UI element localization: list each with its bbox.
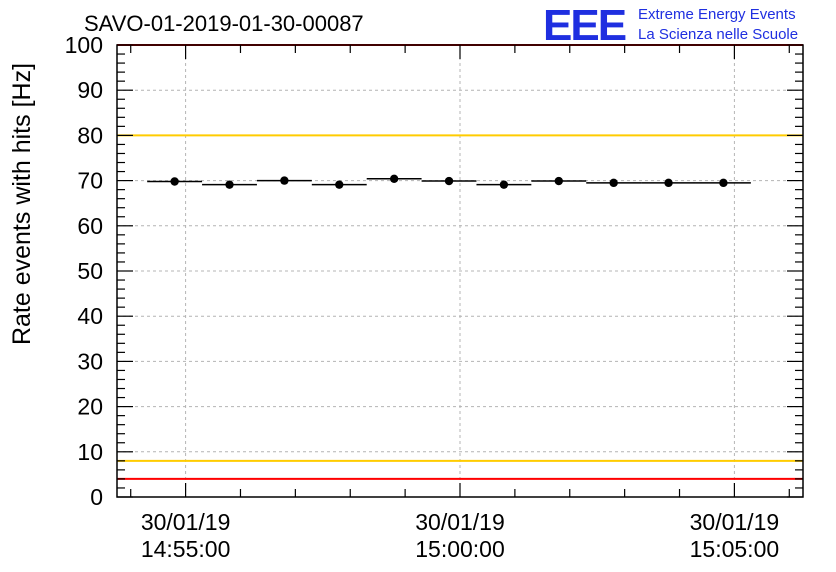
y-tick-label-50: 50 [77, 258, 103, 284]
data-point-10 [719, 178, 728, 188]
data-point-2 [280, 176, 289, 185]
data-point-4 [389, 174, 399, 183]
x-tick-date-10: 30/01/19 [690, 509, 780, 535]
y-tick-label-80: 80 [77, 122, 103, 148]
y-axis: 0 10 20 30 40 50 60 70 80 90 100 [65, 32, 803, 510]
y-tick-label-100: 100 [65, 32, 103, 58]
x-tick-date-5: 30/01/19 [415, 509, 505, 535]
y-tick-label-90: 90 [77, 77, 103, 103]
data-point-9 [664, 178, 673, 188]
data-point-0 [170, 177, 179, 186]
grid [117, 45, 803, 497]
data-point-3 [335, 180, 344, 189]
data-series [147, 174, 751, 189]
x-tick-time-10: 15:05:00 [690, 536, 780, 562]
x-axis: 30/01/1914:55:0030/01/1915:00:0030/01/19… [130, 45, 790, 562]
x-tick-time-0: 14:55:00 [141, 536, 231, 562]
data-point-6 [499, 180, 509, 189]
y-tick-label-0: 0 [90, 484, 103, 510]
y-tick-label-70: 70 [77, 168, 103, 194]
chart-title: SAVO-01-2019-01-30-00087 [84, 11, 364, 36]
x-tick-time-5: 15:00:00 [415, 536, 505, 562]
data-point-8 [609, 178, 618, 188]
y-tick-label-60: 60 [77, 213, 103, 239]
y-axis-title: Rate events with hits [Hz] [8, 63, 36, 345]
y-tick-label-40: 40 [77, 303, 103, 329]
data-point-1 [225, 180, 234, 189]
data-point-7 [554, 176, 563, 186]
y-tick-label-10: 10 [77, 439, 103, 465]
logo-mark: EEE [543, 1, 626, 50]
y-tick-label-20: 20 [77, 394, 103, 420]
logo-line-2: La Scienza nelle Scuole [638, 26, 798, 43]
data-point-5 [444, 176, 454, 186]
y-tick-label-30: 30 [77, 348, 103, 374]
x-tick-date-0: 30/01/19 [141, 509, 231, 535]
logo-line-1: Extreme Energy Events [638, 6, 796, 23]
eee-logo: EEE Extreme Energy Events La Scienza nel… [543, 1, 798, 50]
